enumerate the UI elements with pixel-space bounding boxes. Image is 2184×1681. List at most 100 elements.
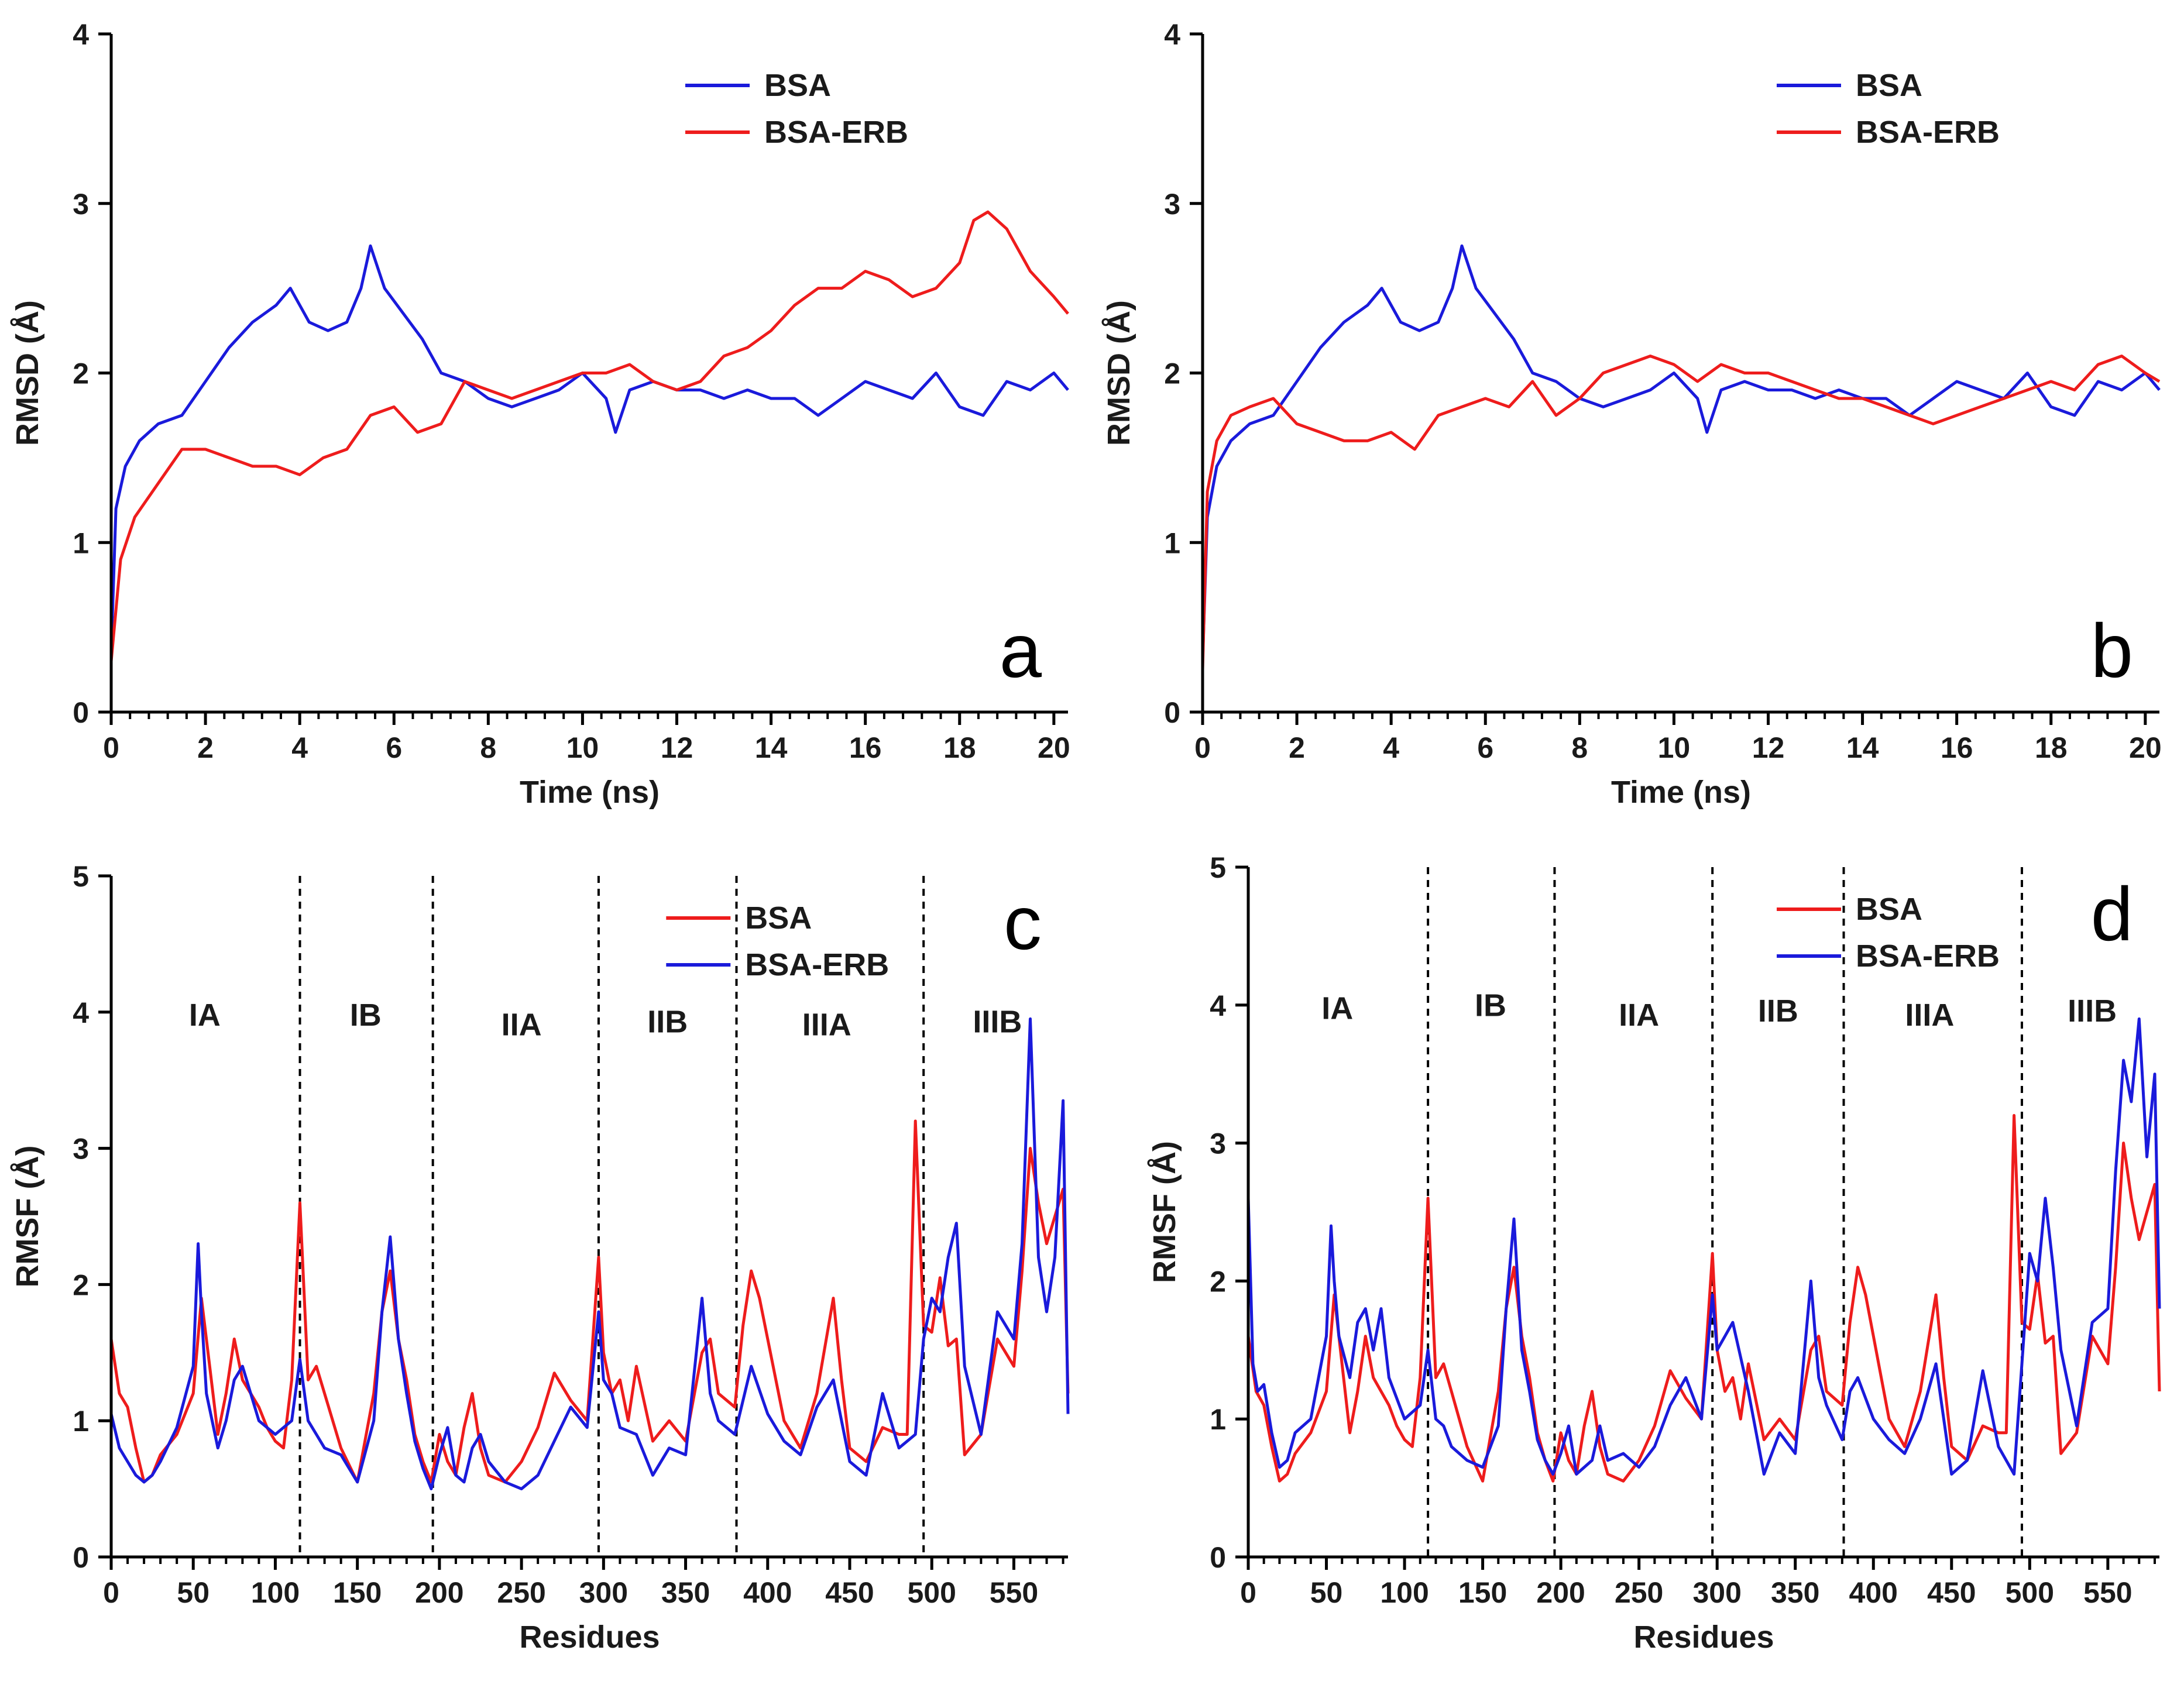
x-tick-label: 0 [1240, 1576, 1256, 1609]
panel-letter: b [2091, 608, 2133, 693]
x-tick-label: 500 [2006, 1576, 2054, 1609]
x-tick-label: 8 [1571, 731, 1588, 764]
y-tick-label: 4 [73, 996, 89, 1029]
x-axis-label: Residues [1633, 1620, 1774, 1655]
series-line-bsa-erb [1246, 1017, 2161, 1476]
y-tick-label: 3 [1210, 1127, 1226, 1160]
x-tick-label: 16 [1941, 731, 1973, 764]
x-tick-label: 200 [415, 1576, 463, 1609]
series-line-bsa-erb [109, 210, 1069, 662]
y-axis-label: RMSD (Å) [1101, 300, 1136, 446]
y-axis-label: RMSF (Å) [1147, 1141, 1182, 1283]
region-label: IIB [647, 1005, 688, 1040]
x-tick-label: 100 [1380, 1576, 1428, 1609]
x-tick-label: 150 [333, 1576, 382, 1609]
chart-panel-d: 0 50 100 150 200 250 300 350 400 450 500 550 0 1 2 3 4 5 R… [1147, 851, 2161, 1655]
legend-label: BSA-ERB [764, 115, 908, 150]
x-tick-label: 350 [1771, 1576, 1819, 1609]
legend-label: BSA [1856, 892, 1922, 927]
x-tick-label: 14 [755, 731, 788, 764]
series-line-bsa-erb [1201, 355, 2161, 670]
x-tick-label: 18 [2035, 731, 2068, 764]
region-label: IIB [1758, 994, 1798, 1029]
legend-label: BSA-ERB [745, 947, 889, 982]
y-tick-label: 0 [1210, 1541, 1226, 1574]
region-label: IB [350, 998, 382, 1033]
panel-letter: d [2091, 871, 2133, 957]
x-tick-label: 18 [943, 731, 976, 764]
region-label: IIA [502, 1007, 542, 1042]
x-axis-label: Residues [519, 1620, 660, 1655]
region-label: IIA [1619, 998, 1659, 1033]
x-tick-label: 6 [386, 731, 402, 764]
series-line-bsa-erb [109, 1017, 1070, 1491]
region-label: IA [189, 998, 221, 1033]
x-tick-label: 550 [990, 1576, 1038, 1609]
x-axis-label: Time (ns) [1611, 775, 1751, 810]
y-axis-label: RMSD (Å) [10, 300, 45, 446]
x-tick-label: 200 [1536, 1576, 1585, 1609]
y-tick-label: 3 [1164, 188, 1180, 221]
y-tick-label: 5 [1210, 851, 1226, 884]
panel-letter: a [1000, 608, 1042, 693]
y-tick-label: 2 [73, 357, 89, 390]
y-tick-label: 3 [73, 188, 89, 221]
y-tick-label: 4 [1164, 18, 1180, 51]
x-tick-label: 0 [103, 1576, 119, 1609]
legend-label: BSA [1856, 68, 1922, 103]
x-tick-label: 450 [1927, 1576, 1976, 1609]
x-tick-label: 14 [1846, 731, 1879, 764]
series-line-bsa [1246, 1113, 2161, 1483]
y-tick-label: 0 [1164, 696, 1180, 729]
series-line-bsa [109, 244, 1069, 653]
x-tick-label: 400 [1849, 1576, 1898, 1609]
y-tick-label: 2 [73, 1269, 89, 1301]
x-tick-label: 0 [103, 731, 119, 764]
region-label: IIIB [2068, 994, 2117, 1029]
y-tick-label: 3 [73, 1133, 89, 1166]
chart-panel-c: 0 50 100 150 200 250 300 350 400 450 500 550 0 1 2 3 4 5 R… [10, 860, 1070, 1655]
legend-label: BSA-ERB [1856, 939, 2000, 974]
x-tick-label: 550 [2083, 1576, 2132, 1609]
x-tick-label: 20 [1038, 731, 1070, 764]
legend-label: BSA [745, 900, 812, 936]
x-tick-label: 2 [1289, 731, 1305, 764]
x-tick-label: 4 [291, 731, 308, 764]
x-tick-label: 0 [1194, 731, 1211, 764]
x-tick-label: 50 [177, 1576, 210, 1609]
x-tick-label: 300 [579, 1576, 628, 1609]
x-tick-label: 250 [1615, 1576, 1663, 1609]
x-axis-label: Time (ns) [520, 775, 660, 810]
y-tick-label: 1 [73, 1405, 89, 1438]
x-tick-label: 2 [197, 731, 214, 764]
x-tick-label: 4 [1383, 731, 1399, 764]
y-tick-label: 4 [73, 18, 89, 51]
y-tick-label: 1 [1210, 1403, 1226, 1436]
region-label: IIIB [973, 1005, 1022, 1040]
x-tick-label: 8 [480, 731, 496, 764]
y-tick-label: 1 [73, 527, 89, 559]
x-tick-label: 450 [825, 1576, 874, 1609]
y-axis-label: RMSF (Å) [10, 1146, 45, 1288]
panel-letter: c [1004, 880, 1042, 965]
x-tick-label: 500 [908, 1576, 956, 1609]
region-label: IA [1321, 991, 1353, 1026]
x-tick-label: 20 [2129, 731, 2162, 764]
region-label: IB [1475, 988, 1506, 1023]
x-tick-label: 350 [661, 1576, 710, 1609]
region-label: IIIA [802, 1007, 851, 1042]
x-tick-label: 10 [1658, 731, 1691, 764]
x-tick-label: 50 [1310, 1576, 1343, 1609]
y-tick-label: 4 [1210, 989, 1226, 1022]
x-tick-label: 100 [251, 1576, 300, 1609]
y-tick-label: 2 [1164, 357, 1180, 390]
y-tick-label: 0 [73, 696, 89, 729]
x-tick-label: 400 [743, 1576, 792, 1609]
x-tick-label: 12 [661, 731, 693, 764]
series-line-bsa [1201, 244, 2161, 662]
y-tick-label: 2 [1210, 1265, 1226, 1298]
x-tick-label: 6 [1477, 731, 1493, 764]
